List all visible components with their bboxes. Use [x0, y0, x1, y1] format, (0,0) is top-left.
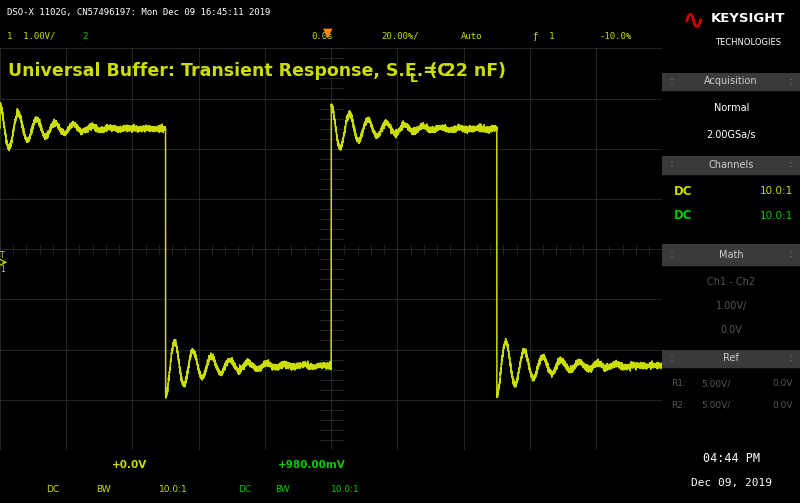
Text: -10.0%: -10.0%: [599, 32, 632, 41]
Text: L: L: [410, 72, 418, 86]
Text: 10.0:1: 10.0:1: [760, 211, 793, 221]
Text: +980.00mV: +980.00mV: [278, 460, 346, 470]
Text: ::: ::: [670, 160, 674, 169]
Text: R1:: R1:: [670, 379, 686, 388]
Text: 0.0V: 0.0V: [720, 325, 742, 336]
Text: ::: ::: [788, 354, 793, 363]
Text: DC: DC: [674, 209, 692, 222]
Text: = 22 nF): = 22 nF): [418, 62, 506, 80]
Text: T: T: [0, 251, 5, 260]
Text: 10.0:1: 10.0:1: [331, 485, 360, 494]
Text: 2: 2: [83, 32, 88, 41]
Text: DC: DC: [674, 185, 692, 198]
Text: Channels: Channels: [709, 160, 754, 170]
Text: +0.0V: +0.0V: [111, 460, 146, 470]
Text: ::: ::: [788, 250, 793, 259]
Bar: [662, 156, 800, 174]
Text: ::: ::: [788, 77, 793, 86]
Text: TECHNOLOGIES: TECHNOLOGIES: [714, 38, 781, 47]
Text: ::: ::: [788, 160, 793, 169]
Text: Auto: Auto: [460, 32, 482, 41]
Text: 0.0V: 0.0V: [773, 401, 793, 409]
Text: ::: ::: [670, 77, 674, 86]
Text: ::: ::: [670, 250, 674, 259]
Text: ::: ::: [670, 354, 674, 363]
Text: Normal: Normal: [714, 103, 749, 113]
Text: 1  1.00V/: 1 1.00V/: [6, 32, 55, 41]
Text: 2.00GSa/s: 2.00GSa/s: [706, 130, 756, 140]
Text: DC: DC: [46, 485, 59, 494]
Text: 0.0V: 0.0V: [773, 379, 793, 388]
Text: 10.0:1: 10.0:1: [159, 485, 188, 494]
Text: 1.00V/: 1.00V/: [715, 301, 747, 311]
Text: R2:: R2:: [670, 401, 686, 409]
Text: Math: Math: [719, 249, 743, 260]
Text: Dec 09, 2019: Dec 09, 2019: [690, 478, 772, 487]
Text: Ref: Ref: [723, 353, 739, 363]
Text: Universal Buffer: Transient Response, S.E. (C: Universal Buffer: Transient Response, S.…: [8, 62, 450, 80]
Text: 0.0s: 0.0s: [311, 32, 333, 41]
Text: DSO-X 1102G, CN57496197: Mon Dec 09 16:45:11 2019: DSO-X 1102G, CN57496197: Mon Dec 09 16:4…: [6, 8, 270, 17]
Text: 20.00%/: 20.00%/: [381, 32, 418, 41]
Text: ▼: ▼: [323, 27, 333, 40]
Text: Acquisition: Acquisition: [704, 76, 758, 86]
Text: 10.0:1: 10.0:1: [760, 186, 793, 196]
Text: ƒ  1: ƒ 1: [534, 32, 554, 41]
Bar: [662, 244, 800, 265]
Text: Ch1 - Ch2: Ch1 - Ch2: [707, 277, 755, 287]
Text: ∿: ∿: [681, 7, 704, 34]
Text: BW: BW: [96, 485, 110, 494]
Text: BW: BW: [275, 485, 290, 494]
Bar: [662, 350, 800, 367]
Text: KEYSIGHT: KEYSIGHT: [710, 12, 785, 25]
Text: 5.00V/: 5.00V/: [701, 401, 730, 409]
Bar: [662, 73, 800, 90]
Text: 04:44 PM: 04:44 PM: [702, 452, 760, 465]
Text: DC: DC: [238, 485, 251, 494]
Text: 1: 1: [0, 265, 5, 274]
Text: 5.00V/: 5.00V/: [701, 379, 730, 388]
